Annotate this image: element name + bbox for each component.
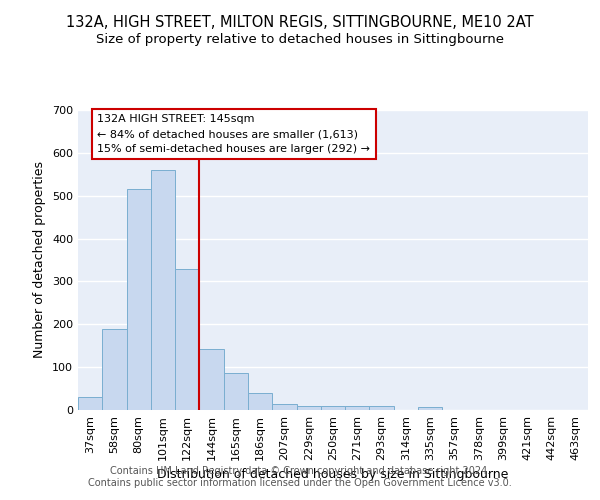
Bar <box>199 348 224 410</box>
Text: Size of property relative to detached houses in Sittingbourne: Size of property relative to detached ho… <box>96 32 504 46</box>
Bar <box>370 406 394 410</box>
Bar <box>102 328 127 410</box>
Text: 132A, HIGH STREET, MILTON REGIS, SITTINGBOURNE, ME10 2AT: 132A, HIGH STREET, MILTON REGIS, SITTING… <box>66 15 534 30</box>
Text: 132A HIGH STREET: 145sqm
← 84% of detached houses are smaller (1,613)
15% of sem: 132A HIGH STREET: 145sqm ← 84% of detach… <box>97 114 370 154</box>
Text: Contains HM Land Registry data © Crown copyright and database right 2024.
Contai: Contains HM Land Registry data © Crown c… <box>88 466 512 487</box>
Bar <box>127 190 151 410</box>
Bar <box>78 397 102 410</box>
Y-axis label: Number of detached properties: Number of detached properties <box>34 162 46 358</box>
Bar <box>296 406 321 410</box>
Bar <box>248 393 272 410</box>
Bar <box>175 270 199 410</box>
Bar <box>224 372 248 410</box>
Bar <box>151 170 175 410</box>
X-axis label: Distribution of detached houses by size in Sittingbourne: Distribution of detached houses by size … <box>157 468 509 481</box>
Bar <box>321 406 345 410</box>
Bar <box>418 407 442 410</box>
Bar <box>345 406 370 410</box>
Bar <box>272 404 296 410</box>
